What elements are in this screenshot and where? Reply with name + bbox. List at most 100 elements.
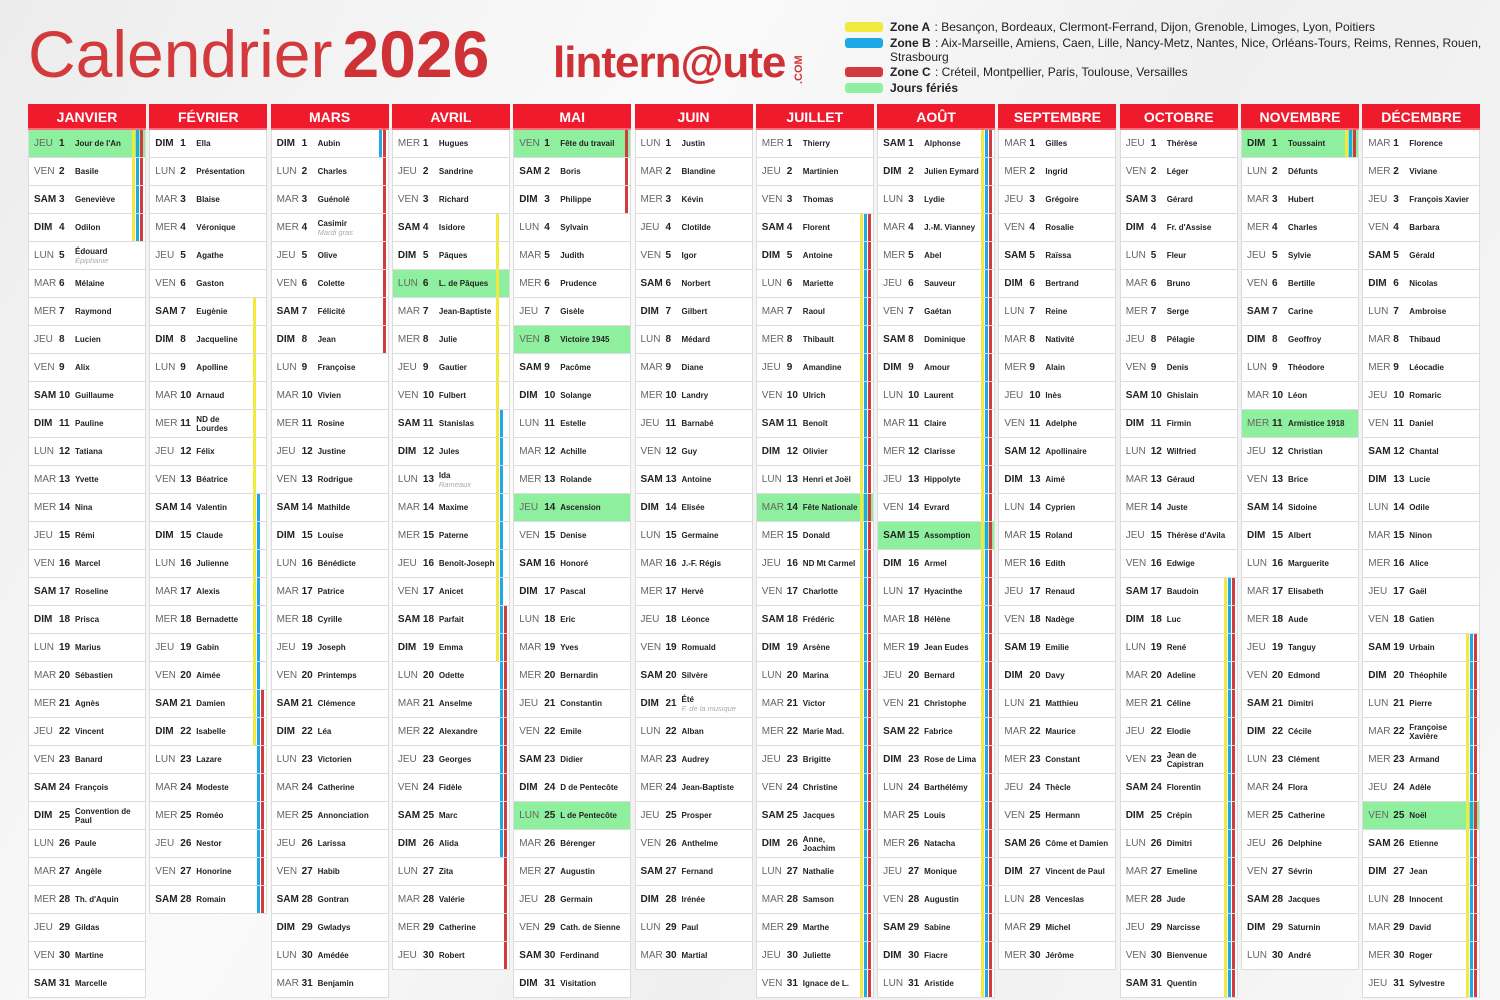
day-cell[interactable]: LUN 19 René	[1119, 634, 1238, 662]
day-cell[interactable]: LUN 14 Odile	[1362, 494, 1481, 522]
day-cell[interactable]: MAR 15 Roland	[998, 522, 1117, 550]
day-cell[interactable]: MAR 24 Flora	[1241, 774, 1359, 802]
day-cell[interactable]: VEN 25 Noël	[1362, 802, 1481, 830]
day-cell[interactable]: MAR 12 Achille	[513, 438, 632, 466]
day-cell[interactable]: MAR 6 Mélaine	[28, 270, 146, 298]
day-cell[interactable]: MAR 10 Vivien	[270, 382, 389, 410]
day-cell[interactable]: DIM 26 Anne, Joachim	[755, 830, 874, 858]
day-cell[interactable]: JEU 17 Renaud	[998, 578, 1117, 606]
day-cell[interactable]: MAR 1 Florence	[1362, 130, 1481, 158]
day-cell[interactable]: MAR 27 Angèle	[28, 858, 146, 886]
day-cell[interactable]: DIM 6 Nicolas	[1362, 270, 1481, 298]
day-cell[interactable]: MER 11 Rosine	[270, 410, 389, 438]
day-cell[interactable]: SAM 16 Honoré	[513, 550, 632, 578]
day-cell[interactable]: LUN 15 Germaine	[634, 522, 753, 550]
day-cell[interactable]: JEU 4 Clotilde	[634, 214, 753, 242]
day-cell[interactable]: JEU 23 Georges	[391, 746, 510, 774]
day-cell[interactable]: DIM 15 Claude	[149, 522, 268, 550]
day-cell[interactable]: SAM 21 Dimitri	[1241, 690, 1359, 718]
day-cell[interactable]: SAM 14 Valentin	[149, 494, 268, 522]
day-cell[interactable]: VEN 16 Edwige	[1119, 550, 1238, 578]
day-cell[interactable]: MAR 31 Benjamin	[270, 970, 389, 998]
day-cell[interactable]: SAM 18 Frédéric	[755, 606, 874, 634]
day-cell[interactable]: LUN 9 Théodore	[1241, 354, 1359, 382]
day-cell[interactable]: DIM 31 Visitation	[513, 970, 632, 998]
day-cell[interactable]: SAM 24 François	[28, 774, 146, 802]
day-cell[interactable]: JEU 24 Thècle	[998, 774, 1117, 802]
day-cell[interactable]: JEU 10 Inès	[998, 382, 1117, 410]
day-cell[interactable]: SAM 5 Gérald	[1362, 242, 1481, 270]
day-cell[interactable]: MAR 6 Bruno	[1119, 270, 1238, 298]
day-cell[interactable]: MAR 30 Martial	[634, 942, 753, 970]
day-cell[interactable]: SAM 27 Fernand	[634, 858, 753, 886]
day-cell[interactable]: VEN 13 Rodrigue	[270, 466, 389, 494]
day-cell[interactable]: SAM 5 Raïssa	[998, 242, 1117, 270]
day-cell[interactable]: JEU 29 Gildas	[28, 914, 146, 942]
day-cell[interactable]: MER 22 Alexandre	[391, 718, 510, 746]
day-cell[interactable]: MAR 20 Adeline	[1119, 662, 1238, 690]
day-cell[interactable]: DIM 15 Albert	[1241, 522, 1359, 550]
day-cell[interactable]: LUN 31 Aristide	[877, 970, 996, 998]
day-cell[interactable]: VEN 1 Fête du travail	[513, 130, 632, 158]
day-cell[interactable]: VEN 7 Gaétan	[877, 298, 996, 326]
day-cell[interactable]: SAM 13 Antoine	[634, 466, 753, 494]
day-cell[interactable]: MER 30 Roger	[1362, 942, 1481, 970]
day-cell[interactable]: MAR 22 Françoise Xavière	[1362, 718, 1481, 746]
day-cell[interactable]: JEU 24 Adèle	[1362, 774, 1481, 802]
day-cell[interactable]: MER 17 Hervé	[634, 578, 753, 606]
day-cell[interactable]: JEU 21 Constantin	[513, 690, 632, 718]
day-cell[interactable]: JEU 25 Prosper	[634, 802, 753, 830]
day-cell[interactable]: VEN 10 Ulrich	[755, 382, 874, 410]
day-cell[interactable]: SAM 17 Roseline	[28, 578, 146, 606]
day-cell[interactable]: MAR 7 Jean-Baptiste	[391, 298, 510, 326]
day-cell[interactable]: JEU 9 Gautier	[391, 354, 510, 382]
day-cell[interactable]: LUN 20 Marina	[755, 662, 874, 690]
day-cell[interactable]: MER 1 Thierry	[755, 130, 874, 158]
day-cell[interactable]: VEN 5 Igor	[634, 242, 753, 270]
day-cell[interactable]: MAR 10 Arnaud	[149, 382, 268, 410]
day-cell[interactable]: JEU 15 Thérèse d'Avila	[1119, 522, 1238, 550]
day-cell[interactable]: DIM 27 Jean	[1362, 858, 1481, 886]
day-cell[interactable]: JEU 15 Rémi	[28, 522, 146, 550]
day-cell[interactable]: VEN 19 Romuald	[634, 634, 753, 662]
day-cell[interactable]: LUN 20 Odette	[391, 662, 510, 690]
day-cell[interactable]: VEN 10 Fulbert	[391, 382, 510, 410]
day-cell[interactable]: MAR 27 Emeline	[1119, 858, 1238, 886]
day-cell[interactable]: MAR 3 Guénolé	[270, 186, 389, 214]
day-cell[interactable]: MER 9 Léocadie	[1362, 354, 1481, 382]
day-cell[interactable]: DIM 27 Vincent de Paul	[998, 858, 1117, 886]
day-cell[interactable]: JEU 26 Nestor	[149, 830, 268, 858]
day-cell[interactable]: MER 1 Hugues	[391, 130, 510, 158]
day-cell[interactable]: JEU 30 Juliette	[755, 942, 874, 970]
day-cell[interactable]: MER 4 Casimir Mardi gras	[270, 214, 389, 242]
day-cell[interactable]: MAR 11 Claire	[877, 410, 996, 438]
day-cell[interactable]: MER 4 Véronique	[149, 214, 268, 242]
day-cell[interactable]: LUN 26 Paule	[28, 830, 146, 858]
day-cell[interactable]: VEN 31 Ignace de L.	[755, 970, 874, 998]
day-cell[interactable]: VEN 9 Denis	[1119, 354, 1238, 382]
day-cell[interactable]: MAR 2 Blandine	[634, 158, 753, 186]
day-cell[interactable]: JEU 23 Brigitte	[755, 746, 874, 774]
day-cell[interactable]: SAM 26 Etienne	[1362, 830, 1481, 858]
day-cell[interactable]: DIM 19 Arsène	[755, 634, 874, 662]
day-cell[interactable]: MER 6 Prudence	[513, 270, 632, 298]
day-cell[interactable]: SAM 28 Romain	[149, 886, 268, 914]
day-cell[interactable]: JEU 30 Robert	[391, 942, 510, 970]
day-cell[interactable]: SAM 6 Norbert	[634, 270, 753, 298]
day-cell[interactable]: SAM 22 Fabrice	[877, 718, 996, 746]
day-cell[interactable]: MAR 18 Hélène	[877, 606, 996, 634]
day-cell[interactable]: DIM 5 Pâques	[391, 242, 510, 270]
day-cell[interactable]: MAR 20 Sébastien	[28, 662, 146, 690]
day-cell[interactable]: SAM 17 Baudoin	[1119, 578, 1238, 606]
day-cell[interactable]: DIM 8 Geoffroy	[1241, 326, 1359, 354]
day-cell[interactable]: SAM 25 Marc	[391, 802, 510, 830]
day-cell[interactable]: DIM 24 D de Pentecôte	[513, 774, 632, 802]
day-cell[interactable]: LUN 6 L. de Pâques	[391, 270, 510, 298]
day-cell[interactable]: MAR 4 J.-M. Vianney	[877, 214, 996, 242]
day-cell[interactable]: VEN 11 Adelphe	[998, 410, 1117, 438]
day-cell[interactable]: DIM 21 Été F. de la musique	[634, 690, 753, 718]
day-cell[interactable]: JEU 7 Gisèle	[513, 298, 632, 326]
day-cell[interactable]: DIM 2 Julien Eymard	[877, 158, 996, 186]
day-cell[interactable]: SAM 7 Félicité	[270, 298, 389, 326]
day-cell[interactable]: LUN 5 Fleur	[1119, 242, 1238, 270]
